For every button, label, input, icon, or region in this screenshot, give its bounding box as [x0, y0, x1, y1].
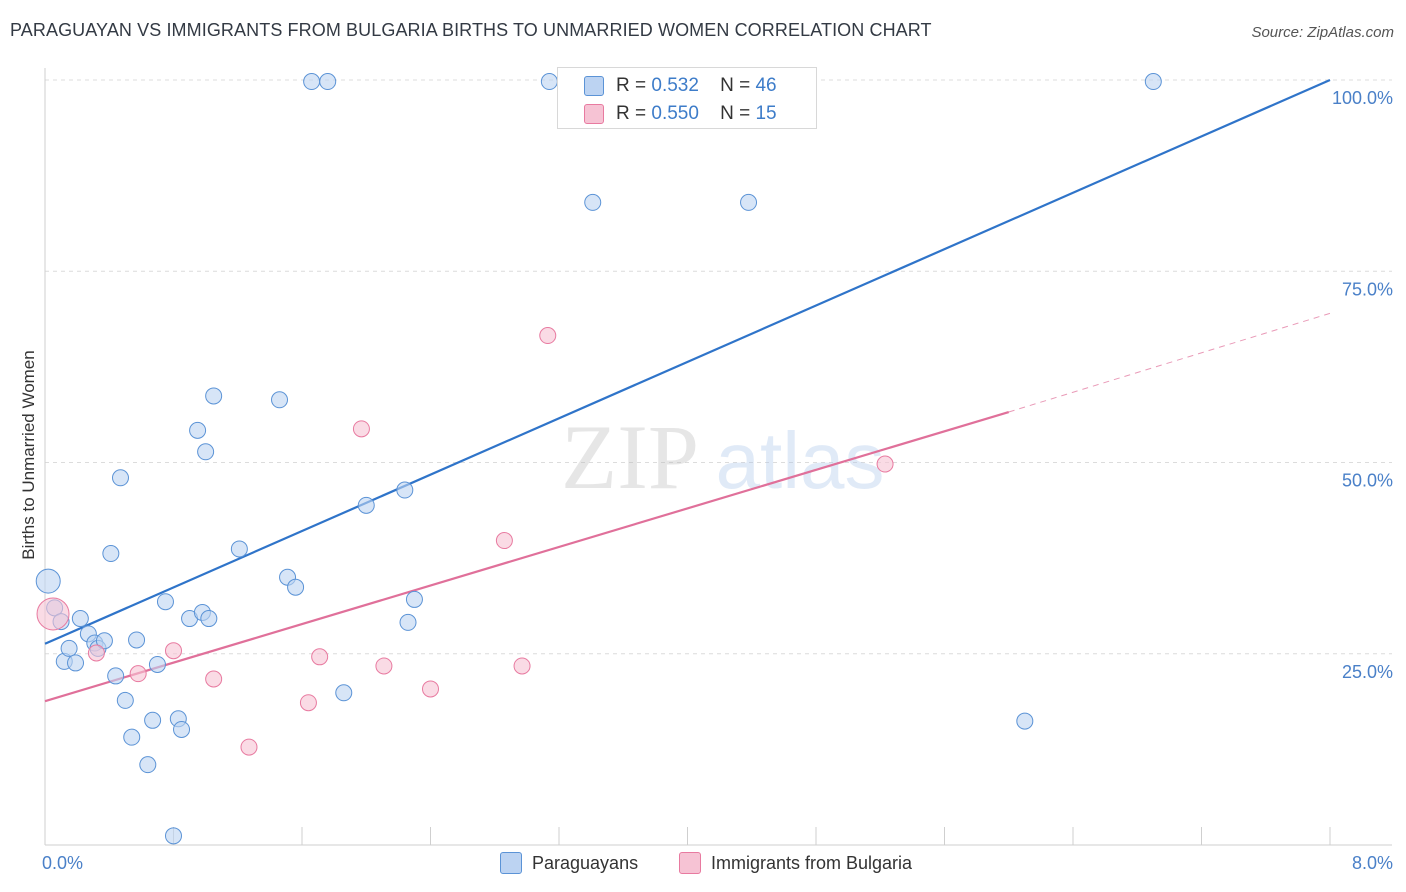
legend-swatch-pink: [584, 104, 604, 124]
y-tick-label: 25.0%: [1342, 662, 1393, 682]
trend-line-paraguayans: [44, 78, 1331, 645]
y-tick-labels: 25.0% 50.0% 75.0% 100.0%: [1332, 88, 1393, 682]
point-paraguayans: [173, 720, 191, 738]
point-bulgaria: [352, 420, 370, 438]
chart-title: PARAGUAYAN VS IMMIGRANTS FROM BULGARIA B…: [10, 20, 932, 40]
correlation-legend: R = 0.532 N = 46 R = 0.550 N = 15: [557, 67, 817, 129]
point-paraguayans: [67, 654, 85, 672]
x-tick-label-max: 8.0%: [1352, 853, 1393, 873]
point-paraguayans: [1016, 712, 1034, 730]
point-bulgaria: [311, 648, 329, 666]
trend-line-bulgaria-extension: [1008, 312, 1331, 413]
y-tick-label: 100.0%: [1332, 88, 1393, 108]
trend-line-bulgaria: [44, 410, 1010, 703]
y-tick-label: 75.0%: [1342, 279, 1393, 299]
source-label: Source: ZipAtlas.com: [1251, 24, 1394, 41]
point-paraguayans: [60, 639, 78, 657]
point-paraguayans: [35, 568, 61, 594]
point-bulgaria: [422, 680, 439, 698]
x-tick-labels: 0.0% 8.0%: [42, 853, 1393, 873]
point-bulgaria: [299, 694, 317, 712]
r-value-bulgaria: 0.550: [651, 103, 699, 124]
n-label: N =: [720, 75, 751, 96]
point-paraguayans: [156, 593, 174, 611]
legend-item-bulgaria[interactable]: Immigrants from Bulgaria: [679, 852, 912, 874]
trend-lines: [44, 78, 1331, 703]
y-axis-title: Births to Unmarried Women: [19, 350, 38, 559]
point-bulgaria: [240, 738, 258, 756]
n-value-paraguayans: 46: [755, 75, 777, 96]
legend-item-paraguayans[interactable]: Paraguayans: [500, 852, 638, 874]
watermark-atlas: atlas: [716, 416, 885, 505]
point-paraguayans: [128, 631, 146, 649]
legend-swatch-paraguayans: [500, 852, 522, 874]
n-value-bulgaria: 15: [755, 103, 777, 124]
watermark: ZIP atlas: [561, 406, 884, 508]
point-paraguayans: [148, 655, 166, 673]
point-bulgaria: [876, 455, 894, 473]
point-paraguayans: [271, 391, 289, 409]
point-paraguayans: [189, 421, 207, 439]
point-paraguayans: [230, 540, 248, 558]
point-paraguayans: [102, 545, 120, 563]
point-paraguayans: [1144, 73, 1162, 91]
bottom-legend: Paraguayans Immigrants from Bulgaria: [0, 852, 1406, 878]
y-tick-label: 50.0%: [1342, 471, 1393, 491]
legend-label-paraguayans: Paraguayans: [532, 852, 639, 873]
point-bulgaria: [539, 327, 557, 345]
point-paraguayans: [123, 728, 141, 746]
point-paraguayans: [396, 481, 414, 499]
point-bulgaria: [36, 597, 70, 631]
point-bulgaria: [375, 657, 393, 675]
x-tick-label-min: 0.0%: [42, 853, 83, 873]
point-paraguayans: [116, 691, 134, 709]
point-paraguayans: [740, 193, 758, 211]
point-paraguayans: [319, 73, 337, 91]
point-paraguayans: [197, 443, 215, 461]
point-paraguayans: [71, 610, 89, 628]
point-paraguayans: [205, 387, 223, 405]
point-bulgaria: [495, 532, 513, 550]
point-paraguayans: [399, 613, 417, 631]
point-bulgaria: [205, 670, 223, 688]
point-paraguayans: [165, 827, 182, 845]
point-paraguayans: [139, 756, 157, 774]
point-paraguayans: [405, 590, 423, 608]
point-paraguayans: [107, 667, 125, 685]
point-bulgaria: [513, 657, 531, 675]
legend-label-bulgaria: Immigrants from Bulgaria: [711, 852, 913, 873]
point-paraguayans: [95, 632, 113, 650]
point-bulgaria: [87, 644, 105, 662]
point-paraguayans: [287, 578, 305, 596]
point-paraguayans: [357, 496, 375, 514]
r-label: R =: [616, 103, 647, 124]
r-label: R =: [616, 75, 647, 96]
data-points: [35, 73, 1162, 845]
point-paraguayans: [335, 684, 353, 702]
r-value-paraguayans: 0.532: [651, 75, 699, 96]
point-paraguayans: [200, 610, 218, 628]
n-label: N =: [720, 103, 751, 124]
point-paraguayans: [144, 711, 162, 729]
point-paraguayans: [584, 193, 602, 211]
point-bulgaria: [129, 665, 147, 683]
point-paraguayans: [303, 73, 321, 91]
point-paraguayans: [111, 469, 129, 487]
legend-swatch-blue: [584, 76, 604, 96]
point-bulgaria: [165, 642, 182, 660]
gridlines: [45, 79, 1392, 655]
watermark-zip: ZIP: [561, 406, 699, 508]
legend-swatch-bulgaria: [679, 852, 701, 874]
point-paraguayans: [540, 73, 558, 91]
